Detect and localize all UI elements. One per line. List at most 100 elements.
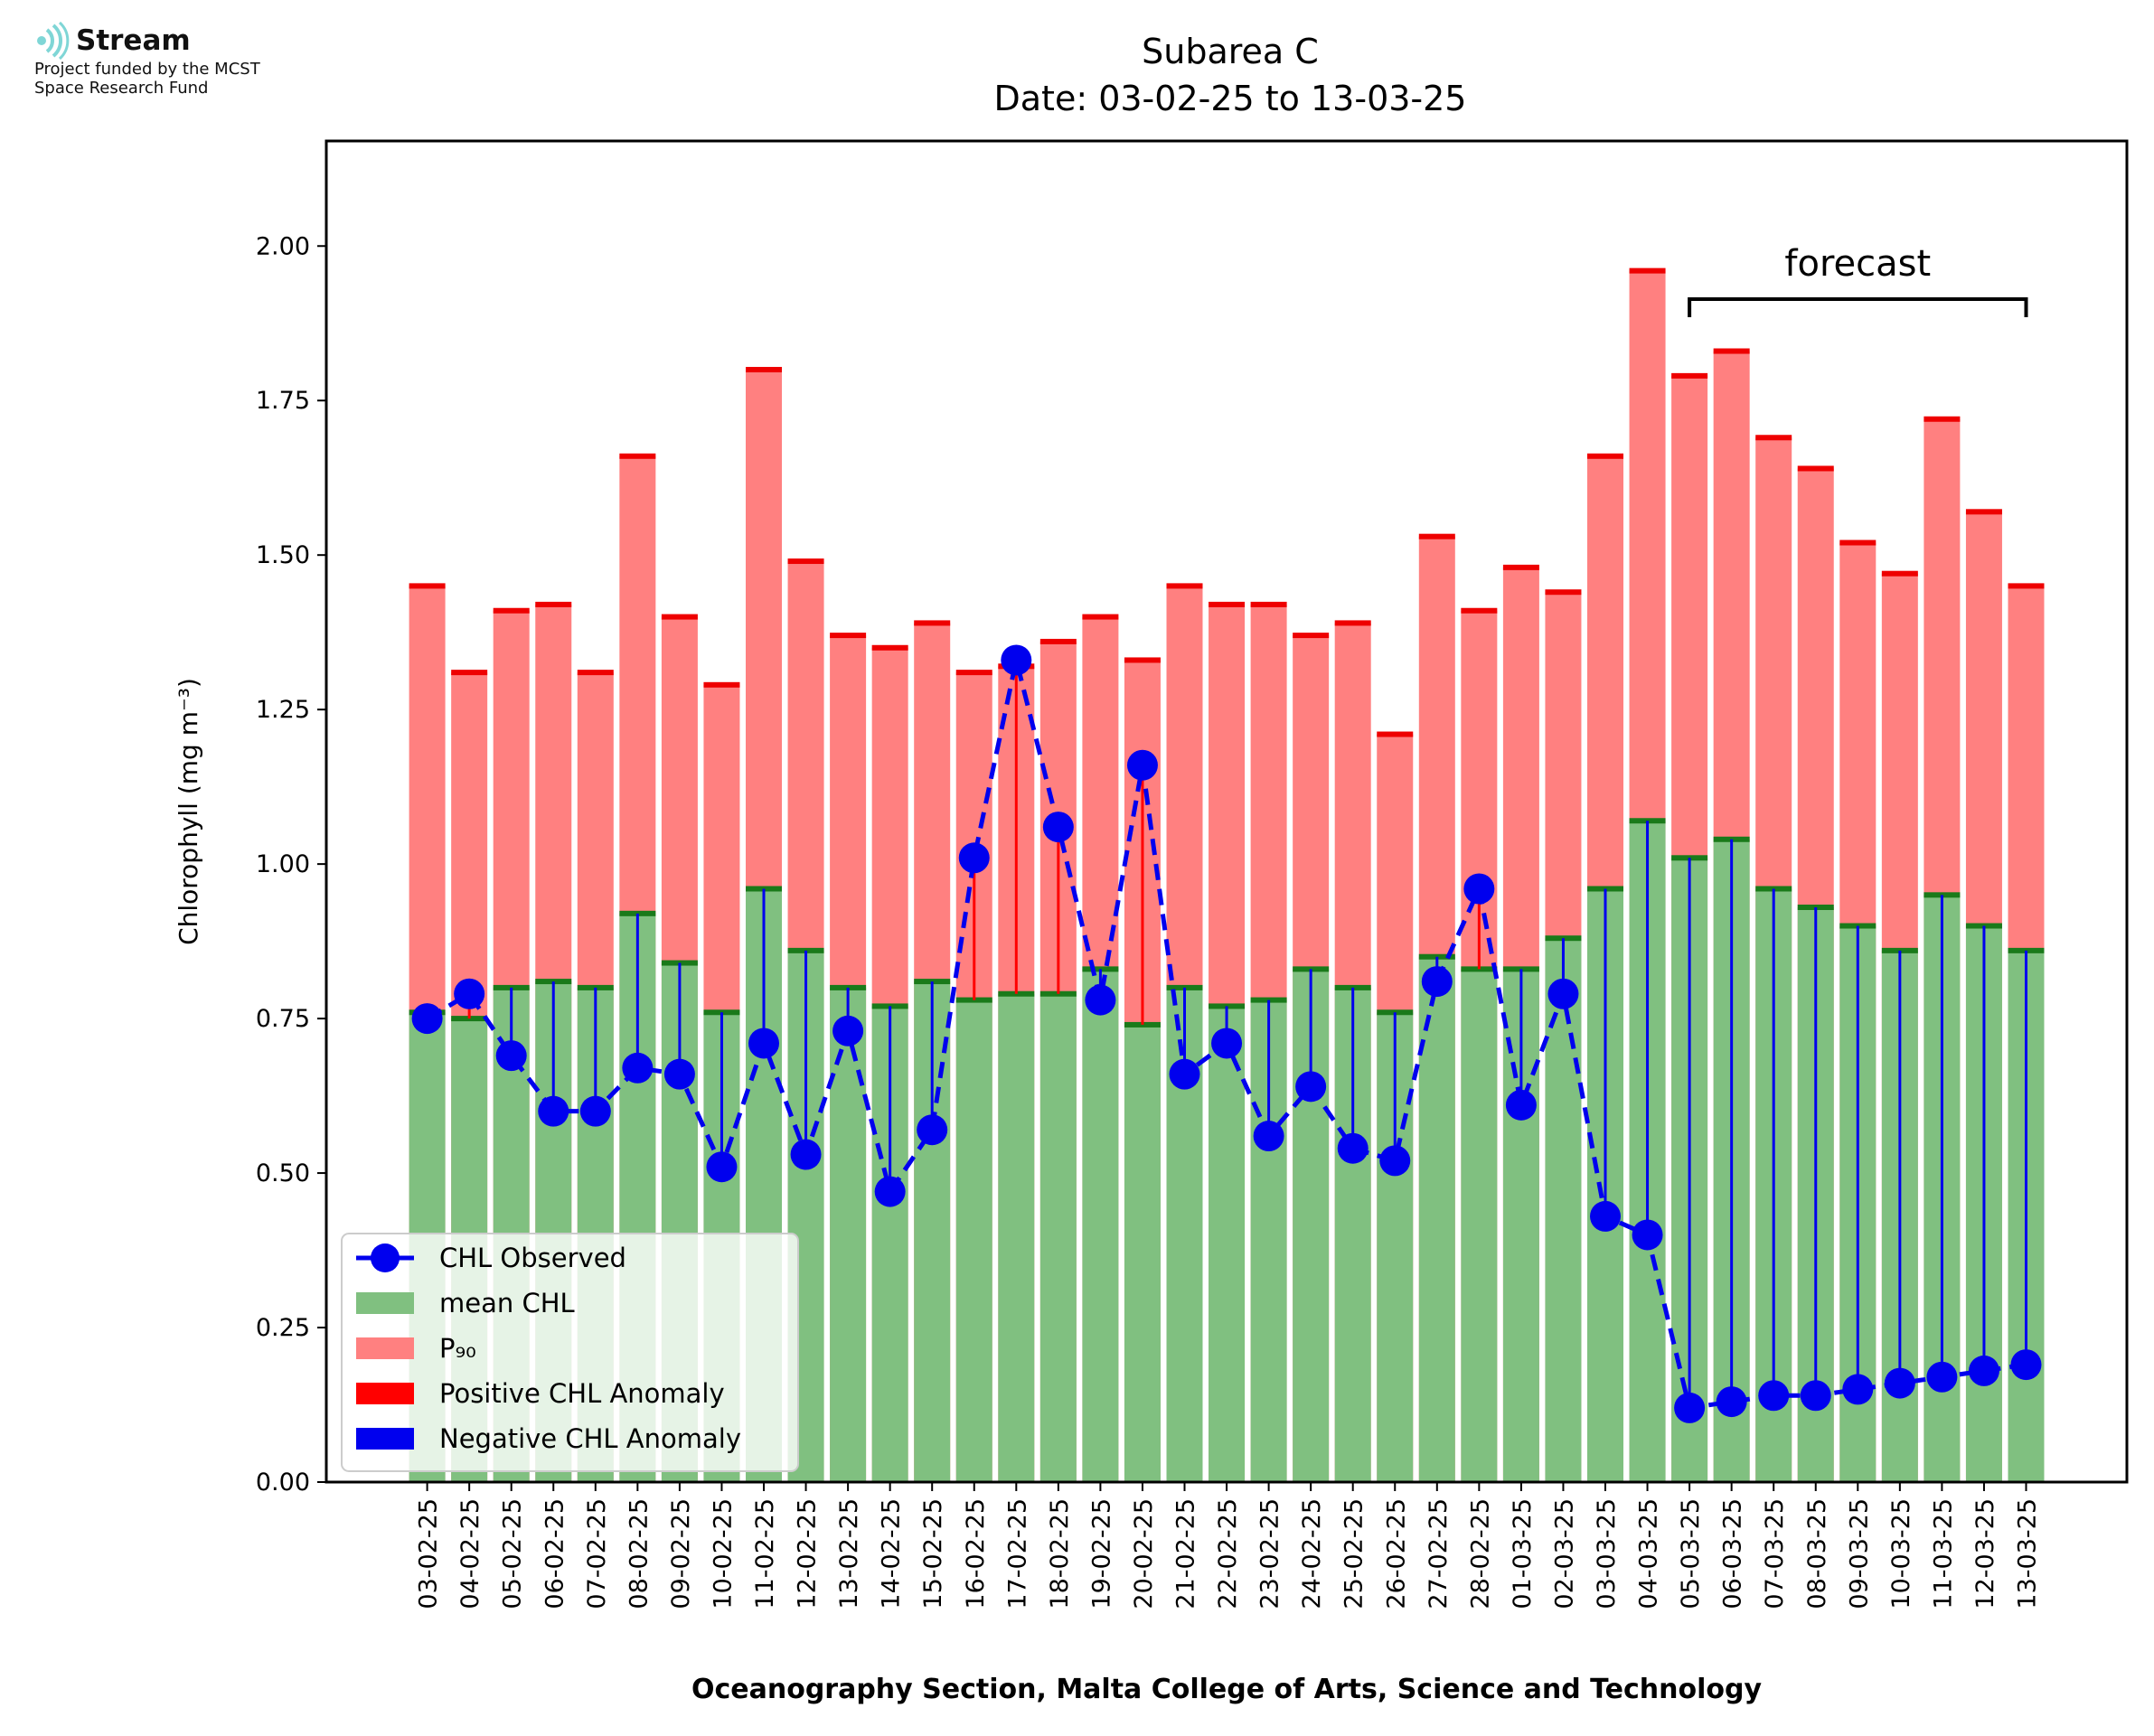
x-tick-label: 05-03-25 [1677, 1498, 1705, 1609]
observed-point [1716, 1386, 1747, 1418]
p90-cap [830, 633, 867, 639]
x-tick-label: 04-03-25 [1635, 1498, 1663, 1609]
mean-bar [1418, 956, 1455, 1482]
p90-cap [1209, 601, 1246, 607]
x-tick-label: 05-02-25 [499, 1498, 527, 1609]
x-tick-label: 10-03-25 [1887, 1498, 1915, 1609]
mean-bar [1545, 938, 1582, 1482]
p90-cap [1082, 614, 1119, 620]
p90-cap [1713, 348, 1750, 354]
p90-cap [746, 367, 782, 373]
mean-bar [955, 999, 992, 1482]
legend-swatch [356, 1383, 414, 1404]
y-tick-label: 1.00 [256, 850, 310, 878]
observed-point [454, 978, 485, 1009]
observed-point [1547, 978, 1579, 1009]
p90-cap [1124, 657, 1161, 663]
p90-cap [493, 607, 530, 614]
x-tick-label: 06-02-25 [541, 1498, 569, 1609]
chart-subtitle: Date: 03-02-25 to 13-03-25 [994, 79, 1467, 118]
legend-label: Positive CHL Anomaly [439, 1378, 725, 1409]
observed-point [1632, 1219, 1663, 1251]
y-tick-label: 0.75 [256, 1005, 310, 1033]
observed-point [1421, 966, 1453, 998]
logo-line-2: Space Research Fund [34, 79, 209, 98]
p90-cap [451, 670, 488, 676]
legend-dot-swatch [371, 1243, 400, 1272]
p90-cap [1418, 533, 1455, 540]
observed-point [622, 1052, 654, 1084]
y-tick-label: 0.00 [256, 1469, 310, 1497]
y-tick-label: 1.25 [256, 696, 310, 724]
legend: CHL Observed mean CHL P₉₀ Positive CHL Anom… [341, 1233, 799, 1472]
observed-point [1505, 1089, 1537, 1121]
x-tick-label: 10-02-25 [709, 1498, 737, 1609]
x-tick-label: 20-02-25 [1130, 1498, 1158, 1609]
x-tick-label: 27-02-25 [1425, 1498, 1453, 1609]
observed-point [1085, 984, 1116, 1016]
p90-cap [1587, 453, 1623, 459]
p90-cap [1924, 416, 1961, 422]
mean-bar [1082, 969, 1119, 1482]
x-tick-label: 17-02-25 [1003, 1498, 1031, 1609]
chart-title: Subarea C [1142, 32, 1319, 71]
observed-point [1758, 1380, 1790, 1412]
stream-waves-icon [37, 22, 70, 60]
observed-point [1590, 1200, 1621, 1232]
p90-cap [1334, 620, 1371, 626]
forecast-annotation: forecast [1688, 243, 2028, 317]
x-tick-label: 07-02-25 [583, 1498, 611, 1609]
x-tick-label: 12-03-25 [1971, 1498, 1999, 1609]
p90-cap [1881, 570, 1918, 577]
mean-bar [1124, 1024, 1161, 1482]
p90-cap [1965, 509, 2002, 515]
x-tick-label: 02-03-25 [1550, 1498, 1578, 1609]
y-tick-label: 0.25 [256, 1314, 310, 1342]
forecast-label: forecast [1784, 243, 1931, 285]
p90-cap [871, 644, 908, 651]
legend-swatch [356, 1292, 414, 1314]
observed-point [1379, 1145, 1411, 1177]
y-axis-label: Chlorophyll (mg m⁻³) [174, 678, 203, 945]
y-tick-label: 0.50 [256, 1159, 310, 1187]
observed-point [790, 1139, 822, 1170]
mean-bar [1209, 1006, 1246, 1482]
legend-label: P₉₀ [439, 1333, 476, 1364]
x-tick-label: 24-02-25 [1298, 1498, 1326, 1609]
x-tick-label: 08-03-25 [1803, 1498, 1831, 1609]
observed-point [495, 1040, 527, 1072]
p90-cap [955, 670, 992, 676]
observed-point [2010, 1349, 2042, 1381]
forecast-bracket [1688, 297, 2028, 317]
x-tick-label: 26-02-25 [1382, 1498, 1410, 1609]
legend-swatch [356, 1428, 414, 1450]
p90-cap [1461, 607, 1498, 614]
observed-layer [411, 644, 2042, 1423]
p90-cap [1671, 372, 1708, 379]
logo-line-1: Project funded by the MCST [34, 60, 260, 79]
p90-cap [619, 453, 656, 459]
y-tick-label: 1.50 [256, 541, 310, 569]
p90-cap [1545, 589, 1582, 596]
observed-point [1884, 1367, 1915, 1399]
x-tick-label: 07-03-25 [1761, 1498, 1789, 1609]
observed-point [958, 842, 990, 874]
observed-point [579, 1095, 611, 1127]
observed-point [706, 1151, 738, 1183]
x-tick-label: 13-03-25 [2014, 1498, 2042, 1609]
x-tick-label: 28-02-25 [1466, 1498, 1494, 1609]
legend-box [341, 1233, 799, 1472]
x-tick-label: 12-02-25 [794, 1498, 822, 1609]
p90-cap [1377, 731, 1414, 737]
legend-label: CHL Observed [439, 1243, 626, 1273]
p90-cap [409, 583, 446, 589]
p90-cap [1039, 638, 1077, 644]
x-axis: 03-02-25 04-02-25 05-02-25 06-02-25 07-02-25… [415, 1482, 2042, 1609]
x-tick-label: 15-02-25 [919, 1498, 947, 1609]
observed-point [874, 1176, 906, 1207]
observed-point [1169, 1058, 1200, 1090]
p90-cap [1502, 564, 1539, 570]
mean-bar [998, 993, 1035, 1482]
observed-point [1968, 1355, 1999, 1386]
